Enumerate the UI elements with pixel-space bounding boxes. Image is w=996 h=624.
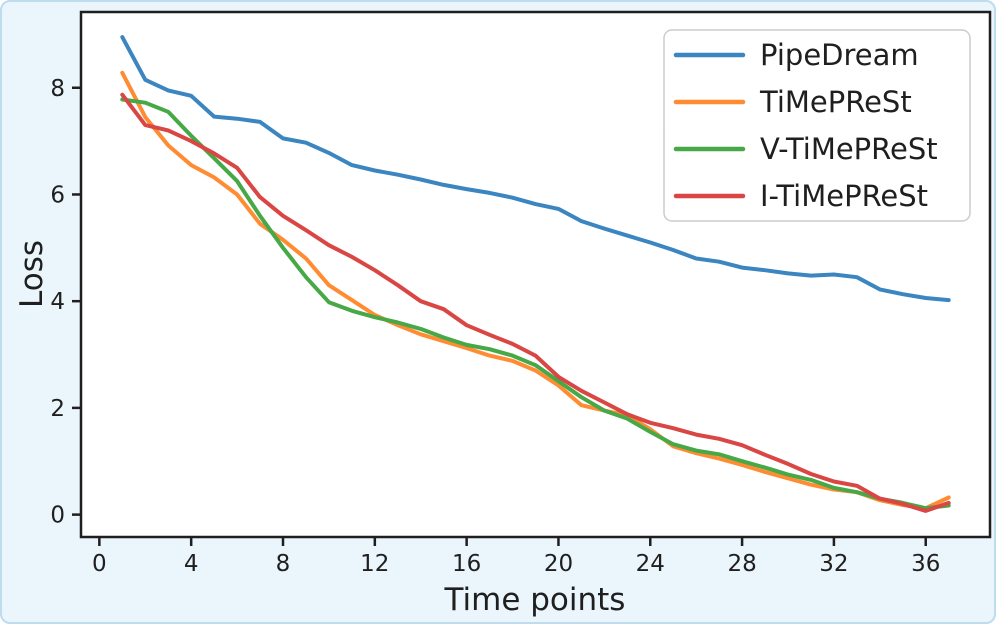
x-tick-label-16: 16 — [452, 551, 481, 577]
y-axis-label: Loss — [14, 240, 50, 308]
y-axis-ticks: 0 2 4 6 8 — [50, 76, 81, 529]
x-axis-ticks: 0 4 8 12 16 20 24 28 32 36 — [92, 537, 940, 577]
legend-box — [663, 29, 971, 222]
x-tick-label-24: 24 — [636, 551, 665, 577]
legend-label: PipeDream — [760, 38, 919, 72]
y-tick-label-6: 6 — [50, 182, 65, 208]
x-tick-label-8: 8 — [276, 551, 291, 577]
legend: PipeDream TiMePReSt V-TiMePReSt I-TiMePReSt — [663, 29, 971, 222]
legend-label: V-TiMePReSt — [760, 132, 938, 166]
x-tick-label-4: 4 — [184, 551, 199, 577]
legend-item-v-timeprest: V-TiMePReSt — [673, 132, 938, 166]
legend-item-timeprest: TiMePReSt — [673, 85, 912, 119]
x-tick-label-12: 12 — [360, 551, 389, 577]
legend-item-i-timeprest: I-TiMePReSt — [673, 179, 928, 213]
x-tick-label-0: 0 — [92, 551, 107, 577]
series-line-timeprest — [120, 70, 951, 511]
y-tick-label-2: 2 — [50, 396, 65, 422]
series-line-pipedream — [120, 35, 951, 303]
y-tick-label-8: 8 — [50, 76, 65, 102]
legend-item-pipedream: PipeDream — [673, 38, 919, 72]
legend-label: I-TiMePReSt — [760, 179, 928, 213]
x-tick-label-20: 20 — [544, 551, 573, 577]
x-axis-label: Time points — [444, 582, 626, 618]
series-line-v-timeprest — [120, 97, 951, 511]
x-tick-label-28: 28 — [727, 551, 756, 577]
y-tick-label-0: 0 — [50, 503, 65, 529]
series-group — [120, 35, 951, 513]
x-tick-label-36: 36 — [911, 551, 940, 577]
series-line-i-timeprest — [120, 92, 951, 513]
x-tick-label-32: 32 — [819, 551, 848, 577]
axes-spines — [79, 10, 992, 539]
y-tick-label-4: 4 — [50, 289, 65, 315]
legend-label: TiMePReSt — [759, 85, 912, 119]
